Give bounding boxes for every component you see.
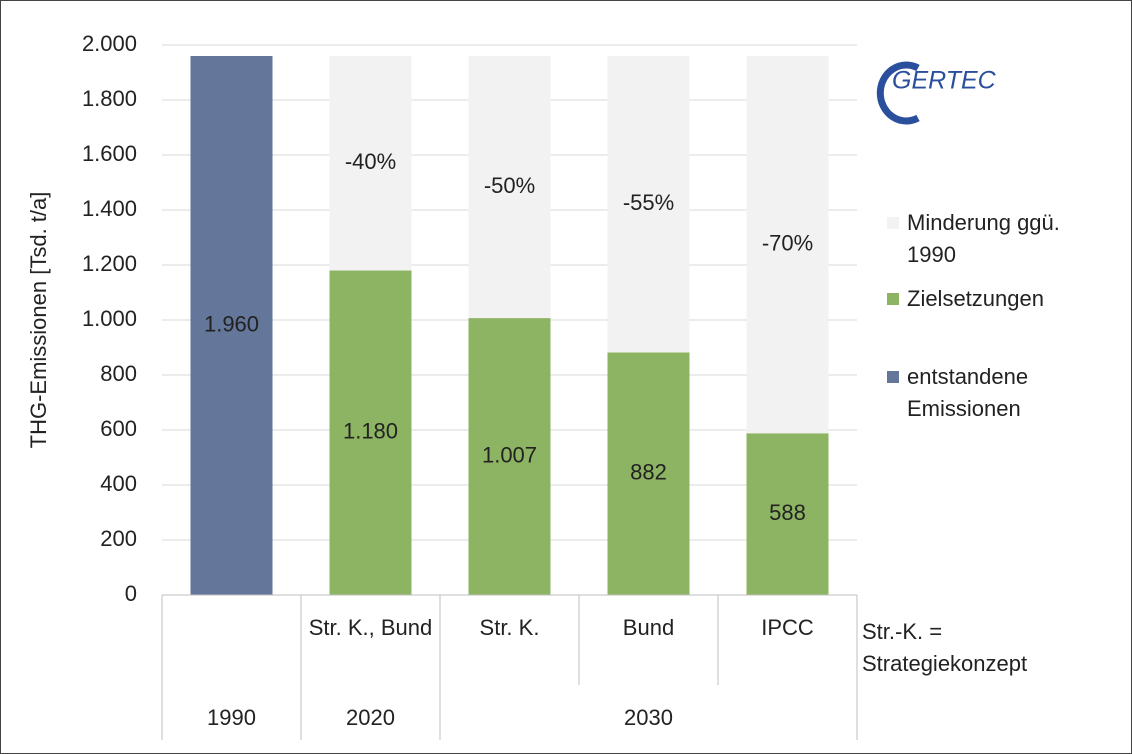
y-tick-label: 1.200 xyxy=(82,251,137,276)
y-tick-label: 800 xyxy=(100,361,137,386)
y-tick-label: 1.000 xyxy=(82,306,137,331)
group-label: 1990 xyxy=(207,705,256,730)
y-tick-label: 600 xyxy=(100,416,137,441)
legend-label: Zielsetzungen xyxy=(907,286,1044,311)
bar-segment xyxy=(468,318,551,595)
note: Str.-K. = Strategiekonzept xyxy=(862,619,1027,676)
reduction-label: -40% xyxy=(345,149,396,174)
reduction-label: -55% xyxy=(623,190,674,215)
value-label: 882 xyxy=(630,460,667,485)
reduction-label: -50% xyxy=(484,173,535,198)
x-tick-label: Bund xyxy=(623,615,674,640)
logo: GERTEC xyxy=(892,67,997,95)
bar-segment xyxy=(607,352,690,595)
x-tick-label: IPCC xyxy=(761,615,814,640)
value-label: 1.007 xyxy=(482,442,537,467)
y-tick-label: 200 xyxy=(100,526,137,551)
bar-segment xyxy=(190,56,273,595)
value-label: 1.960 xyxy=(204,311,259,336)
x-tick-label: Str. K., Bund xyxy=(309,615,433,640)
legend-label: Minderung ggü. 1990 xyxy=(907,210,1060,267)
y-tick-label: 400 xyxy=(100,471,137,496)
bar-segment xyxy=(746,433,829,595)
reduction-label: -70% xyxy=(762,230,813,255)
value-label: 588 xyxy=(769,500,806,525)
bar-segment xyxy=(746,56,829,434)
y-axis-title: THG-Emissionen [Tsd. t/a] xyxy=(26,192,51,449)
legend-label: entstandene Emissionen xyxy=(907,364,1028,421)
legend-swatch xyxy=(887,293,899,305)
bar-segment xyxy=(468,56,551,319)
y-tick-label: 2.000 xyxy=(82,31,137,56)
bar-segment xyxy=(329,270,412,595)
bar-segment xyxy=(607,56,690,353)
x-tick-label: Str. K. xyxy=(480,615,540,640)
logo-arc xyxy=(876,61,920,125)
group-label: 2030 xyxy=(624,705,673,730)
y-tick-label: 1.800 xyxy=(82,86,137,111)
value-label: 1.180 xyxy=(343,419,398,444)
y-tick-label: 1.400 xyxy=(82,196,137,221)
legend-swatch xyxy=(887,217,899,229)
y-tick-label: 0 xyxy=(125,581,137,606)
y-tick-label: 1.600 xyxy=(82,141,137,166)
legend-swatch xyxy=(887,371,899,383)
bar-segment xyxy=(329,56,412,271)
group-label: 2020 xyxy=(346,705,395,730)
